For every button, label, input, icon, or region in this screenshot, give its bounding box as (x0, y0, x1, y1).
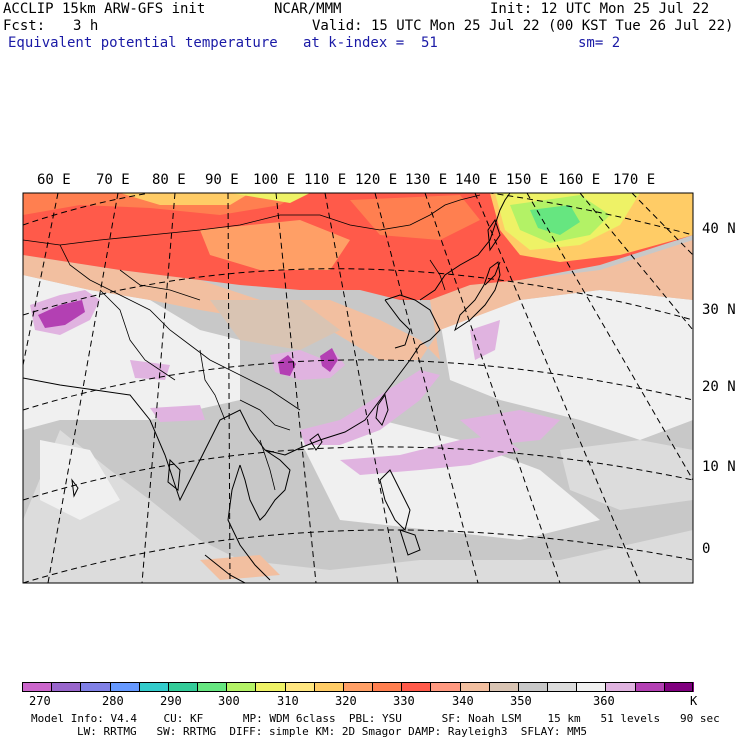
coastlines (23, 193, 511, 583)
colorbar-swatch (284, 682, 315, 692)
field-name: Equivalent potential temperature (8, 35, 278, 51)
lon-label: 60 E (37, 172, 71, 188)
lat-label: 30 N (702, 302, 736, 318)
colorbar-label: 290 (160, 694, 182, 708)
colorbar-label: 270 (29, 694, 51, 708)
lat-label: 10 N (702, 459, 736, 475)
colorbar-swatch (634, 682, 665, 692)
lon-label: 110 E (304, 172, 347, 188)
colorbar-swatch (342, 682, 373, 692)
lat-label: 0 (702, 541, 711, 557)
colorbar-label: 310 (277, 694, 299, 708)
map-field (23, 193, 693, 583)
lon-label: 70 E (96, 172, 130, 188)
colorbar-swatch (547, 682, 578, 692)
lon-label: 80 E (152, 172, 186, 188)
colorbar-swatch (663, 682, 694, 692)
colorbar-swatch (372, 682, 403, 692)
lat-label: 40 N (702, 221, 736, 237)
colorbar-swatch (22, 682, 52, 692)
colorbar-swatch (109, 682, 140, 692)
colorbar-label: 300 (218, 694, 240, 708)
lon-label: 170 E (613, 172, 656, 188)
colorbar-unit: K (690, 694, 698, 708)
lon-label: 140 E (455, 172, 498, 188)
forecast-hour: 3 h (73, 18, 99, 34)
colorbar-label: 320 (335, 694, 357, 708)
lon-label: 160 E (558, 172, 601, 188)
colorbar-swatch (430, 682, 461, 692)
colorbar-label: 280 (102, 694, 124, 708)
colorbar-swatch (517, 682, 548, 692)
colorbar-label: 360 (593, 694, 615, 708)
colorbar-swatch (51, 682, 82, 692)
lon-label: 100 E (253, 172, 296, 188)
organization: NCAR/MMM (274, 1, 342, 17)
lon-label: 90 E (205, 172, 239, 188)
colorbar-swatch (255, 682, 286, 692)
forecast-label: Fcst: (3, 18, 46, 34)
valid-time: Valid: 15 UTC Mon 25 Jul 22 (00 KST Tue … (312, 18, 734, 34)
map-frame (22, 192, 694, 584)
lon-label: 130 E (405, 172, 448, 188)
smoothing-value: sm= 2 (578, 35, 621, 51)
colorbar-label: 350 (510, 694, 532, 708)
colorbar-swatch (488, 682, 519, 692)
lon-label: 150 E (506, 172, 549, 188)
level-index: at k-index = 51 (303, 35, 438, 51)
lat-label: 20 N (702, 379, 736, 395)
country-borders (23, 194, 481, 491)
init-time: Init: 12 UTC Mon 25 Jul 22 (490, 1, 710, 17)
colorbar-swatch (226, 682, 257, 692)
colorbar-swatch (138, 682, 169, 692)
model-info-line2: LW: RRTMG SW: RRTMG DIFF: simple KM: 2D … (77, 725, 587, 738)
colorbar-swatch (80, 682, 111, 692)
colorbar-label: 330 (393, 694, 415, 708)
graticule (23, 193, 693, 583)
colorbar-swatch (576, 682, 607, 692)
model-title: ACCLIP 15km ARW-GFS init (3, 1, 206, 17)
colorbar-swatch (605, 682, 636, 692)
lon-label: 120 E (355, 172, 398, 188)
model-info-line1: Model Info: V4.4 CU: KF MP: WDM 6class P… (31, 712, 720, 725)
colorbar-swatch (459, 682, 490, 692)
colorbar-swatch (313, 682, 344, 692)
colorbar-swatch (197, 682, 228, 692)
colorbar-label: 340 (452, 694, 474, 708)
colorbar-swatch (167, 682, 198, 692)
colorbar-swatch (401, 682, 432, 692)
